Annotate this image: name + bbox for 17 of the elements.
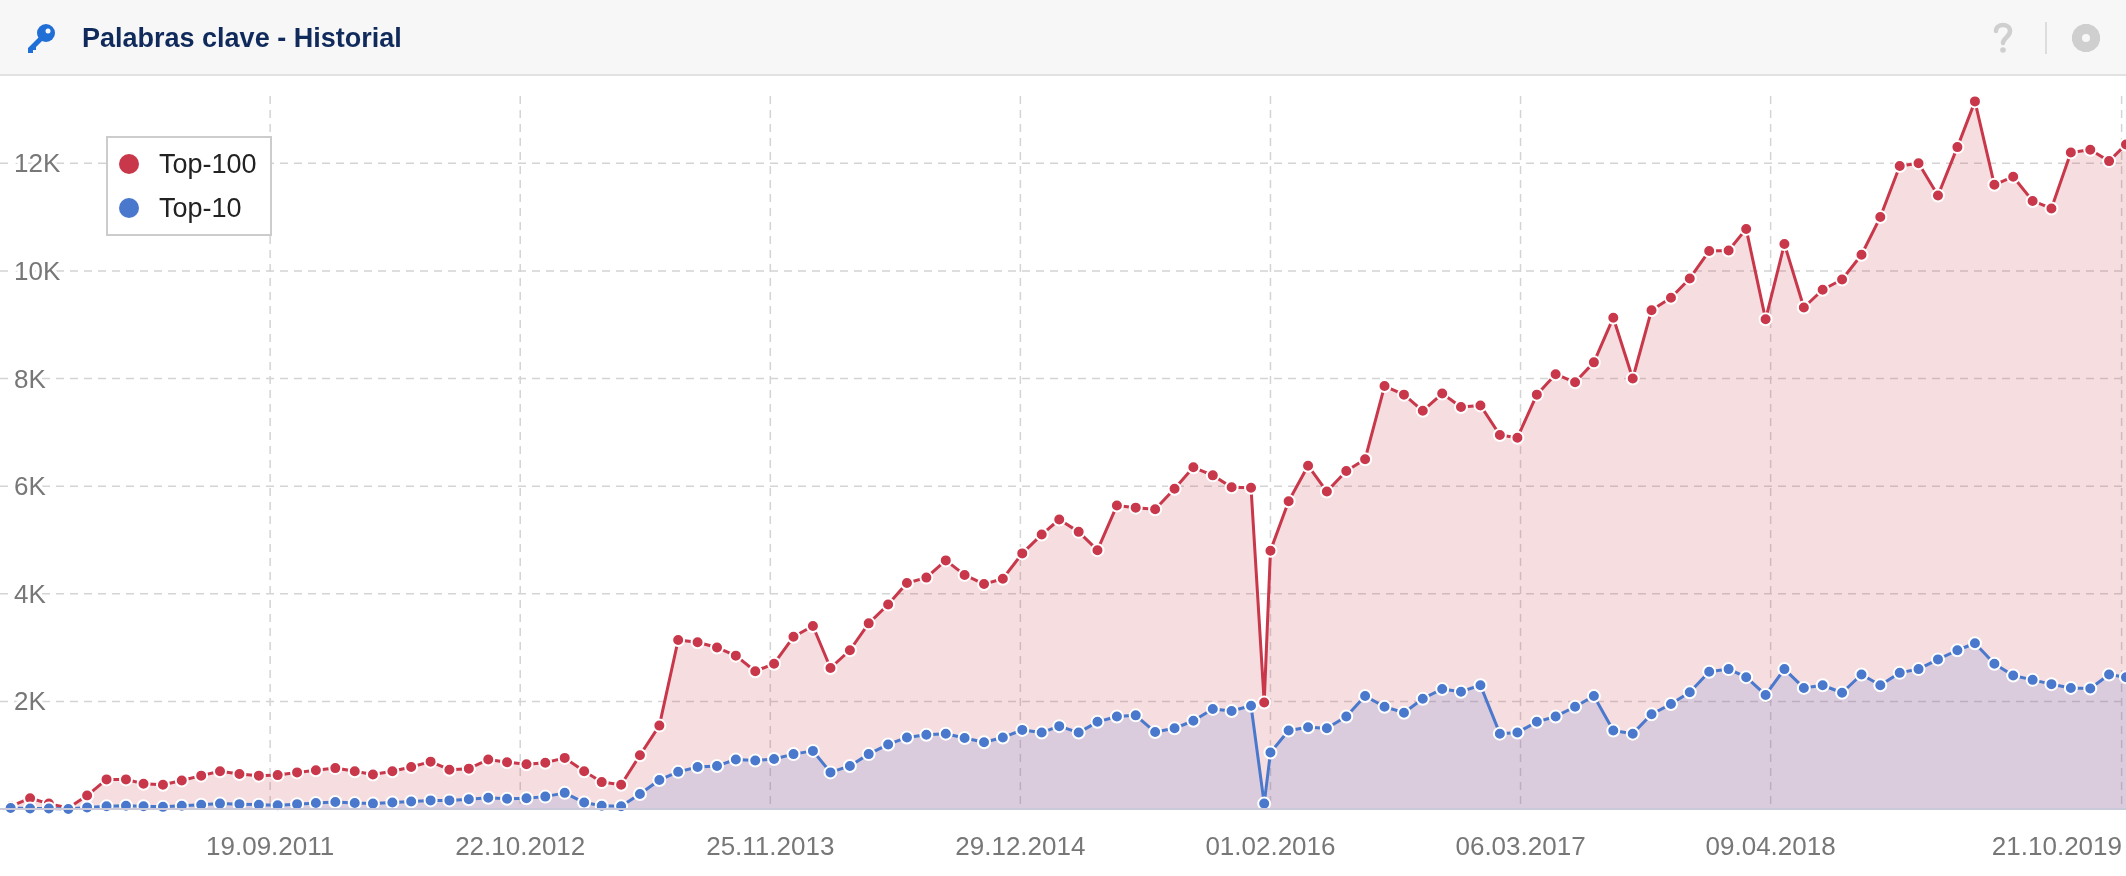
y-tick-label: 4K: [14, 578, 47, 609]
x-tick-label: 09.04.2018: [1705, 831, 1836, 861]
x-tick-label: 19.09.2011: [206, 831, 335, 861]
legend-label: Top-10: [159, 193, 242, 223]
y-tick-label: 2K: [14, 686, 47, 717]
legend-label: Top-100: [159, 149, 257, 179]
y-tick-label: 6K: [14, 471, 47, 502]
x-tick-label: 25.11.2013: [706, 831, 835, 861]
y-tick-label: 8K: [14, 363, 47, 394]
x-tick-label: 29.12.2014: [955, 831, 1086, 861]
x-tick-label: 21.10.2019: [1991, 831, 2122, 861]
y-tick-label: 10K: [14, 255, 61, 286]
x-tick-label: 06.03.2017: [1455, 831, 1586, 861]
chart-title: Palabras clave - Historial: [82, 23, 402, 53]
y-tick-label: 12K: [14, 148, 61, 179]
x-tick-label: 01.02.2016: [1205, 831, 1336, 861]
x-tick-label: 22.10.2012: [455, 831, 586, 861]
